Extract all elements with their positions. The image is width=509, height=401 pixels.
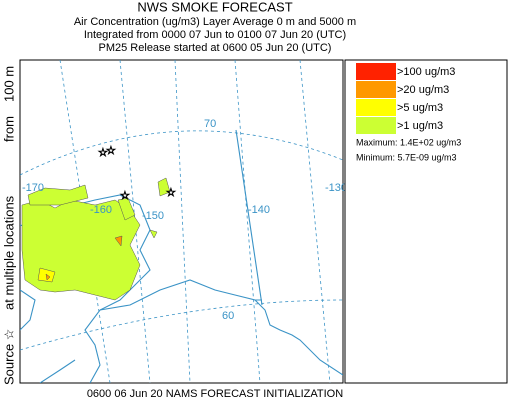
legend: Maximum: 1.4E+02 ug/m3 Minimum: 5.7E-09 … (344, 59, 508, 384)
subtitle: Air Concentration (ug/m3) Layer Average … (74, 16, 356, 28)
subtitle: Integrated from 0000 07 Jun to 0100 07 J… (84, 29, 346, 41)
source-marker: ☆ (166, 187, 176, 199)
coastline (20, 129, 343, 383)
source-marker: ☆ (106, 145, 116, 157)
map: ☆ ☆ ☆ ☆ -170 -160 -150 -140 -130 70 60 (19, 59, 347, 384)
graticule-label: -140 (248, 204, 270, 216)
graticule-label: 60 (222, 310, 234, 322)
legend-label: >5 ug/m3 (397, 102, 443, 114)
legend-frame (344, 59, 508, 384)
graticule-label: -130 (325, 182, 347, 194)
subtitle: PM25 Release started at 0600 05 Jun 20 (… (99, 42, 332, 54)
source-markers: ☆ ☆ ☆ ☆ (98, 145, 177, 203)
legend-swatch (356, 99, 396, 116)
graticule-label: 70 (204, 118, 216, 130)
smoke-plume (21, 177, 171, 301)
legend-label: >20 ug/m3 (397, 84, 449, 96)
graticule-label: -160 (90, 204, 112, 216)
graticule-label: -170 (22, 182, 44, 194)
side-label-part: Source ☆ (1, 329, 16, 385)
side-label-part: at multiple locations (1, 195, 16, 310)
footer: 0600 06 Jun 20 NAMS FORECAST INITIALIZAT… (87, 388, 343, 400)
maximum: Maximum: 1.4E+02 ug/m3 (356, 137, 461, 147)
side-label-part: from (1, 116, 16, 142)
legend-swatch (356, 81, 396, 98)
graticule-label: -150 (142, 210, 164, 222)
side-label-part: 100 m (1, 66, 16, 102)
source-marker: ☆ (120, 190, 130, 202)
legend-label: >100 ug/m3 (397, 66, 455, 78)
side-label: Source ☆ at multiple locations from 100 … (1, 66, 16, 385)
source-marker: ☆ (98, 147, 108, 159)
legend-swatch (356, 63, 396, 80)
minimum: Minimum: 5.7E-09 ug/m3 (356, 152, 457, 162)
legend-label: >1 ug/m3 (397, 120, 443, 132)
legend-swatch (356, 117, 396, 134)
title: NWS SMOKE FORECAST (137, 0, 292, 14)
